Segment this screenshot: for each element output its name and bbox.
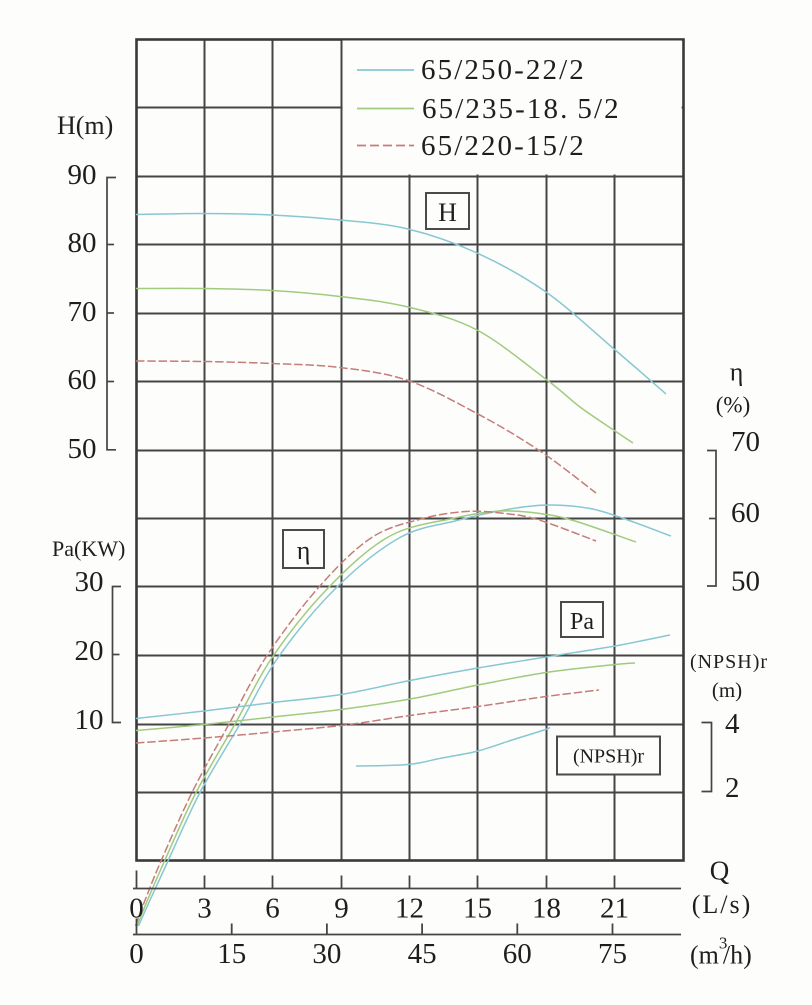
- svg-text:50: 50: [731, 566, 760, 598]
- svg-text:2: 2: [725, 772, 740, 804]
- svg-text:10: 10: [75, 704, 104, 736]
- svg-text:20: 20: [75, 635, 104, 667]
- svg-text:60: 60: [503, 938, 532, 970]
- svg-text:4: 4: [725, 708, 740, 740]
- svg-text:(m): (m): [712, 678, 742, 702]
- svg-text:50: 50: [68, 433, 97, 465]
- svg-text:30: 30: [312, 938, 341, 970]
- svg-text:η: η: [297, 536, 311, 565]
- svg-text:12: 12: [395, 893, 424, 925]
- svg-text:H: H: [438, 198, 457, 227]
- svg-text:Pa: Pa: [570, 609, 594, 635]
- svg-text:(%): (%): [716, 393, 750, 418]
- svg-text:15: 15: [463, 893, 492, 925]
- svg-text:Q: Q: [710, 856, 730, 886]
- svg-text:70: 70: [68, 296, 97, 328]
- svg-text:H(m): H(m): [57, 111, 113, 140]
- svg-text:65/220-15/2: 65/220-15/2: [421, 130, 586, 162]
- svg-text:3: 3: [197, 893, 212, 925]
- svg-text:80: 80: [68, 227, 97, 259]
- svg-text:60: 60: [68, 364, 97, 396]
- svg-text:70: 70: [731, 426, 760, 458]
- svg-text:75: 75: [598, 938, 627, 970]
- svg-text:18: 18: [532, 893, 561, 925]
- svg-text:η: η: [730, 358, 744, 387]
- svg-text:65/235-18. 5/2: 65/235-18. 5/2: [422, 93, 621, 125]
- svg-text:0: 0: [129, 938, 144, 970]
- svg-text:6: 6: [265, 893, 280, 925]
- svg-text:15: 15: [217, 938, 246, 970]
- svg-text:(NPSH)r: (NPSH)r: [690, 651, 768, 673]
- svg-text:9: 9: [334, 893, 349, 925]
- svg-text:(L/s): (L/s): [692, 890, 753, 919]
- svg-text:30: 30: [75, 566, 104, 598]
- svg-text:0: 0: [129, 893, 144, 925]
- svg-text:21: 21: [600, 893, 629, 925]
- svg-text:60: 60: [731, 497, 760, 529]
- svg-text:(NPSH)r: (NPSH)r: [573, 746, 644, 768]
- svg-text:90: 90: [68, 159, 97, 191]
- svg-text:45: 45: [408, 938, 437, 970]
- svg-text:65/250-22/2: 65/250-22/2: [421, 54, 586, 86]
- svg-text:Pa(KW): Pa(KW): [52, 536, 125, 561]
